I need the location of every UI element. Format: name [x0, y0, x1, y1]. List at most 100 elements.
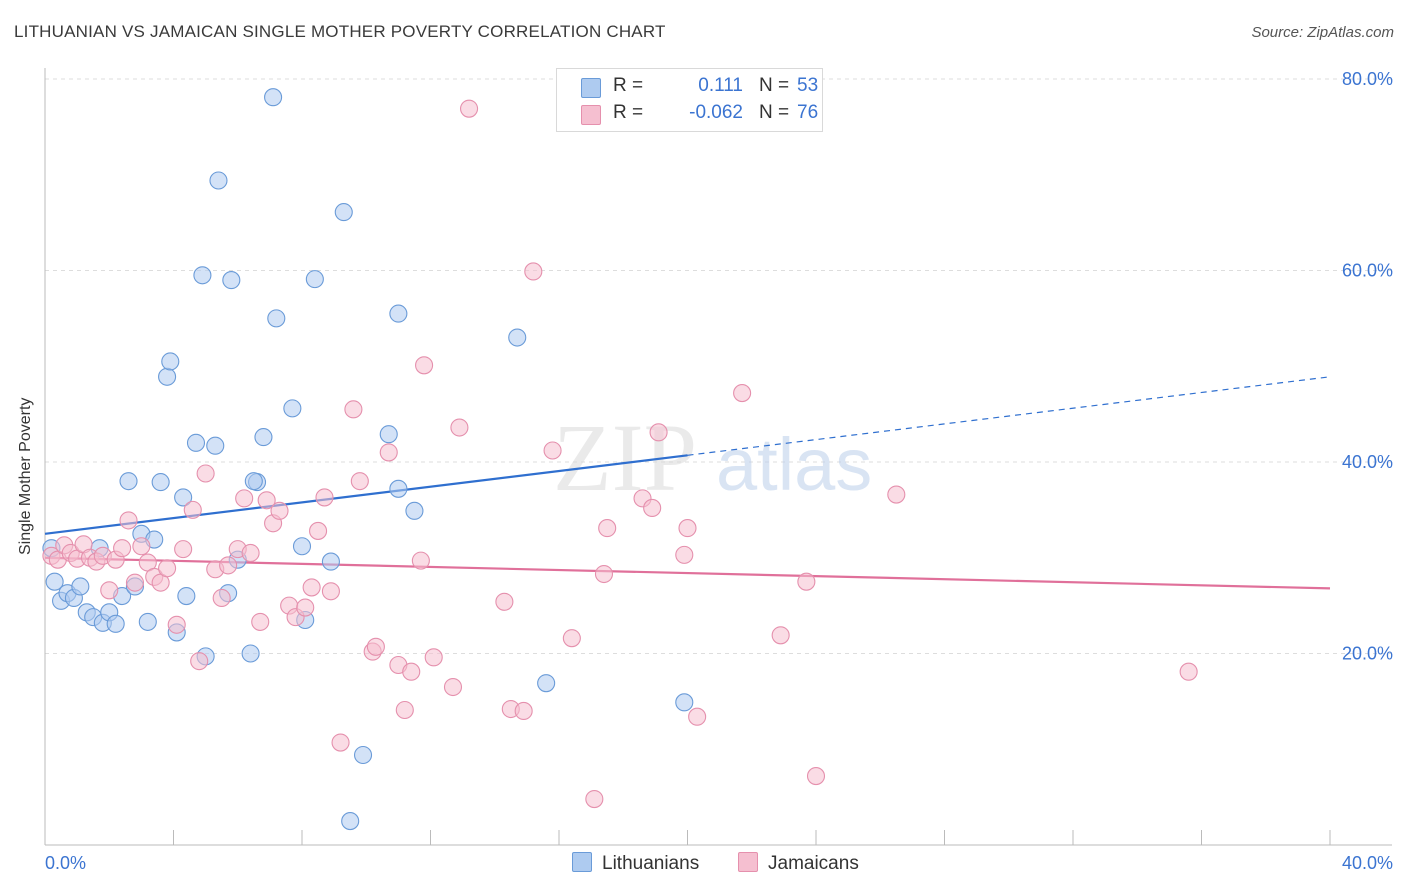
- lithuanian-point: [675, 693, 694, 712]
- jamaican-point: [235, 489, 254, 508]
- jamaican-point: [411, 551, 430, 570]
- jamaican-point: [119, 511, 138, 530]
- jamaican-point: [296, 598, 315, 617]
- jamaicans-trend-line: [44, 556, 1331, 590]
- lithuanian-point: [158, 367, 177, 386]
- jamaican-point: [257, 491, 276, 510]
- lithuanian-point: [321, 552, 340, 571]
- jamaican-point: [174, 540, 193, 559]
- jamaican-point: [167, 615, 186, 634]
- lithuanian-point: [379, 425, 398, 444]
- jamaican-point: [100, 581, 119, 600]
- jamaican-point: [495, 592, 514, 611]
- jamaican-point: [887, 485, 906, 504]
- jamaican-point: [649, 423, 668, 442]
- lithuanian-point: [244, 472, 263, 491]
- jamaican-point: [321, 582, 340, 601]
- jamaican-point: [113, 539, 132, 558]
- watermark: ZIP atlas: [553, 404, 872, 511]
- lithuanian-point: [119, 472, 138, 491]
- legend-r-value: -0.062: [689, 102, 743, 123]
- legend-r-label: R =: [613, 75, 644, 96]
- lithuanian-point: [106, 614, 125, 633]
- jamaican-point: [562, 629, 581, 648]
- jamaican-point: [459, 99, 479, 118]
- jamaican-point: [379, 443, 398, 462]
- lithuanian-point: [241, 644, 260, 663]
- chart-source: Source: ZipAtlas.com: [1251, 24, 1394, 41]
- jamaican-point: [241, 543, 260, 563]
- lithuanian-point: [389, 304, 408, 323]
- lithuanian-point: [292, 537, 312, 556]
- correlation-legend: R = 0.111 N = 53 R = -0.062 N = 76: [556, 68, 823, 132]
- jamaican-point: [302, 578, 321, 597]
- jamaican-point: [771, 626, 790, 645]
- lithuanian-point: [138, 612, 157, 631]
- jamaican-point: [331, 733, 350, 752]
- legend-item-lithuanians[interactable]: Lithuanians: [572, 852, 699, 875]
- jamaican-point: [366, 637, 385, 656]
- jamaican-point: [678, 519, 697, 538]
- y-tick-label: 80.0%: [1342, 69, 1393, 89]
- jamaican-point: [733, 384, 752, 403]
- legend-r-value: 0.111: [698, 75, 743, 96]
- lithuanian-point: [353, 745, 373, 765]
- lithuanian-point: [151, 473, 170, 492]
- legend-n-label: N =: [759, 102, 790, 123]
- jamaican-point: [196, 464, 215, 483]
- lithuanian-point: [209, 171, 228, 190]
- jamaican-point: [344, 400, 363, 419]
- lithuanian-point: [537, 674, 556, 693]
- jamaican-point: [350, 472, 369, 491]
- jamaican-point: [251, 612, 270, 631]
- jamaican-point: [183, 500, 202, 519]
- lithuanians-swatch: [572, 852, 592, 872]
- grid-layer: [45, 78, 1392, 654]
- legend-label-jamaicans: Jamaicans: [768, 853, 859, 874]
- jamaicans-swatch: [738, 852, 758, 872]
- jamaican-point: [270, 501, 289, 520]
- jamaican-point: [443, 677, 463, 697]
- y-tick-label: 40.0%: [1342, 452, 1393, 472]
- legend-n-value: 76: [797, 102, 819, 123]
- lithuanian-point: [177, 586, 196, 606]
- jamaican-point: [190, 652, 209, 671]
- jamaican-point: [212, 588, 231, 608]
- legend-r-label: R =: [613, 102, 644, 123]
- jamaican-point: [524, 262, 543, 281]
- data-points: [42, 88, 1198, 831]
- x-tick-label-left: 0.0%: [45, 853, 86, 873]
- lithuanian-point: [206, 436, 225, 455]
- x-tick-label-right: 40.0%: [1342, 853, 1393, 873]
- jamaican-point: [450, 418, 469, 437]
- jamaican-point: [1179, 662, 1198, 681]
- trend-lines: [44, 376, 1331, 590]
- lithuanian-point: [45, 572, 64, 591]
- lithuanian-point: [405, 501, 424, 520]
- legend-label-lithuanians: Lithuanians: [602, 853, 700, 874]
- jamaican-point: [688, 707, 707, 726]
- lithuanian-point: [508, 328, 527, 347]
- legend-n-label: N =: [759, 75, 790, 96]
- lithuanian-point: [305, 270, 324, 289]
- jamaican-point: [594, 564, 614, 584]
- legend-n-value: 53: [797, 75, 819, 96]
- jamaican-point: [585, 789, 604, 809]
- jamaican-point: [132, 537, 151, 556]
- legend-item-jamaicans[interactable]: Jamaicans: [738, 852, 859, 875]
- jamaican-point: [424, 648, 443, 667]
- jamaican-point: [797, 572, 816, 591]
- lithuanian-point: [193, 266, 212, 285]
- tick-labels: 80.0% 60.0% 40.0% 20.0% 0.0% 40.0%: [45, 69, 1393, 873]
- jamaican-point: [806, 767, 826, 786]
- lithuanian-point: [283, 399, 302, 418]
- jamaican-point: [514, 701, 533, 721]
- lithuanian-point: [222, 271, 241, 290]
- axis-layer: [44, 68, 1392, 846]
- lithuanian-point: [254, 428, 273, 447]
- jamaican-point: [643, 498, 662, 518]
- jamaican-point: [415, 356, 434, 375]
- jamaican-point: [219, 556, 238, 575]
- chart-title: LITHUANIAN VS JAMAICAN SINGLE MOTHER POV…: [14, 22, 666, 41]
- jamaican-point: [543, 441, 562, 460]
